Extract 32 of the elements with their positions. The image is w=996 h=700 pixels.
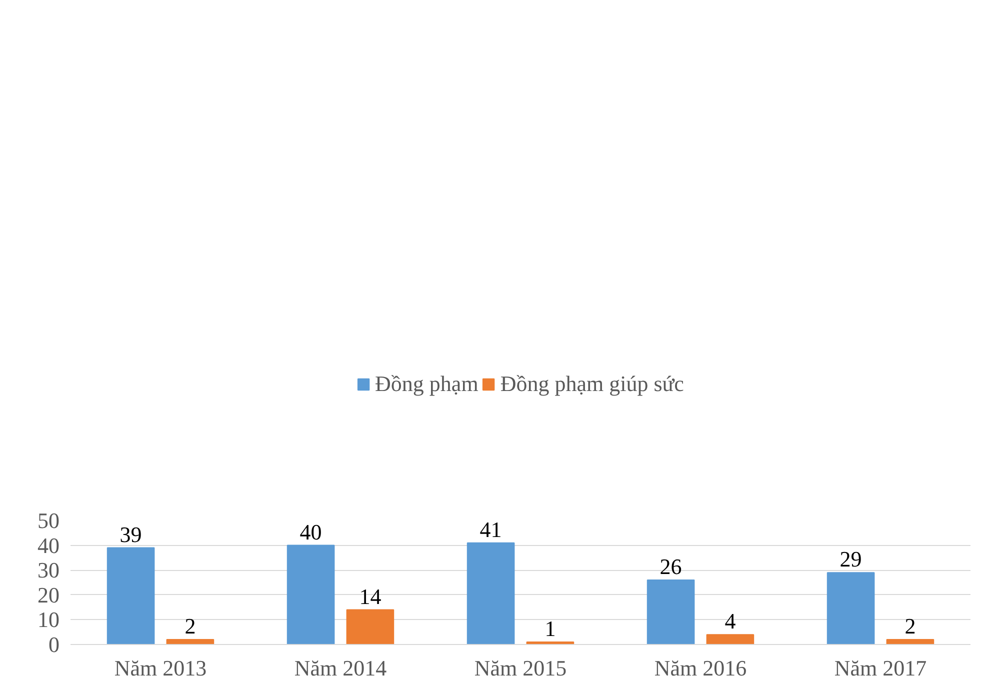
data-label: 2 [184,614,196,639]
bar [826,572,875,644]
data-label: 14 [359,584,382,609]
data-label: 40 [300,519,322,544]
legend-label: Đồng phạm giúp sức [500,370,684,396]
legend-label: Đồng phạm [375,370,478,396]
x-tick-label: Năm 2016 [654,656,747,680]
bar [106,547,155,644]
y-tick-label: 0 [48,632,60,657]
data-label: 41 [480,516,502,542]
y-tick-label: 10 [38,607,60,632]
x-tick-label: Năm 2015 [474,656,567,680]
bar [706,634,754,644]
x-tick-label: Năm 2017 [834,656,927,680]
bar [346,609,394,644]
data-label: 1 [544,616,556,642]
bar [166,639,214,644]
bar [286,544,335,644]
y-tick-label: 20 [38,582,60,608]
bar [646,580,695,644]
bar [466,542,515,644]
y-tick-label: 30 [38,558,60,583]
y-tick-label: 50 [38,508,60,533]
data-label: 4 [724,608,736,634]
data-label: 29 [840,546,862,572]
y-tick-label: 40 [38,532,60,558]
data-label: 26 [660,554,682,580]
data-label: 39 [120,522,142,547]
data-label: 2 [904,614,916,639]
bar [886,639,934,644]
x-tick-label: Năm 2013 [114,656,207,680]
x-tick-label: Năm 2014 [294,656,387,680]
